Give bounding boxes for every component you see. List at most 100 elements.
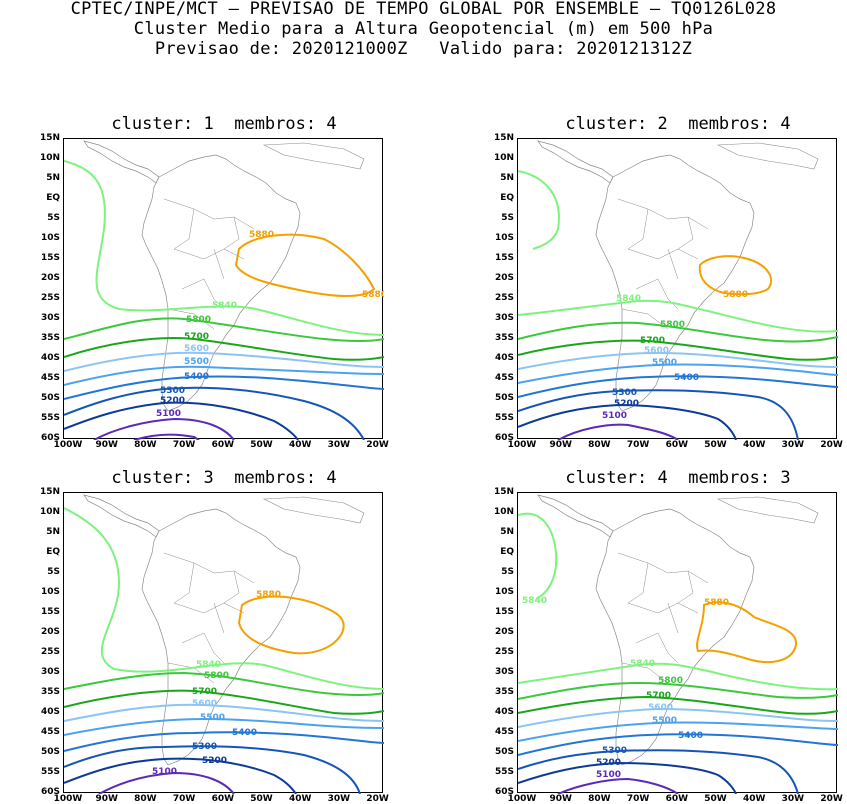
contour-label-5200: 5200 bbox=[202, 756, 227, 766]
lon-tick-label: 30W bbox=[781, 794, 805, 804]
coastline-layer bbox=[83, 494, 365, 766]
coastline-layer bbox=[537, 140, 819, 412]
country-border bbox=[223, 570, 240, 604]
central-america-coastline bbox=[537, 494, 614, 538]
contour-line-5880 bbox=[698, 255, 773, 296]
contour-label-5700: 5700 bbox=[192, 687, 217, 697]
lat-tick-label: 50S bbox=[494, 747, 514, 757]
contour-label-5600: 5600 bbox=[648, 703, 673, 713]
contour-label-5700: 5700 bbox=[640, 336, 665, 346]
header-title-line-2: Cluster Medio para a Altura Geopotencial… bbox=[133, 19, 714, 39]
lat-tick-label: 5S bbox=[501, 567, 514, 577]
contour-line-5840 bbox=[64, 507, 384, 690]
lon-tick-label: 80W bbox=[134, 440, 157, 450]
lat-tick-label: 55S bbox=[494, 413, 514, 423]
country-border bbox=[617, 552, 709, 584]
country-border bbox=[181, 278, 225, 310]
contour-label-5600: 5600 bbox=[184, 344, 209, 354]
lon-tick-label: 20W bbox=[820, 440, 843, 450]
contour-line-5300 bbox=[518, 389, 799, 440]
country-border bbox=[635, 632, 679, 664]
lon-tick-label: 80W bbox=[588, 440, 611, 450]
contour-layer bbox=[64, 507, 384, 794]
lat-tick-label: 60S bbox=[494, 787, 514, 797]
lon-tick-label: 70W bbox=[626, 440, 650, 450]
country-border bbox=[635, 278, 679, 310]
contour-label-5800: 5800 bbox=[204, 671, 229, 681]
lat-tick-label: EQ bbox=[500, 547, 514, 557]
caribbean-coastline bbox=[716, 142, 819, 170]
lat-tick-label: 30S bbox=[494, 667, 514, 677]
contour-label-5300: 5300 bbox=[192, 742, 217, 752]
lat-tick-label: 20S bbox=[494, 627, 514, 637]
country-border bbox=[621, 662, 669, 684]
south-america-coastline bbox=[595, 508, 755, 766]
central-america-coastline bbox=[83, 140, 160, 184]
lat-tick-label: 35S bbox=[494, 333, 514, 343]
coastline-layer bbox=[83, 140, 365, 412]
lat-tick-label: 40S bbox=[40, 707, 60, 717]
header-title-line-1: CPTEC/INPE/MCT – PREVISAO DE TEMPO GLOBA… bbox=[70, 0, 777, 19]
map-panel-cluster-2: 5880 5840 5800 5700 5600 5500 5400 5300 5200 5100 bbox=[517, 138, 838, 440]
contour-label-5300: 5300 bbox=[612, 388, 637, 398]
lon-tick-label: 80W bbox=[134, 794, 157, 804]
contour-label-5840: 5840 bbox=[616, 294, 641, 304]
lon-tick-label: 100W bbox=[507, 794, 537, 804]
contour-label-5200: 5200 bbox=[160, 396, 185, 406]
lat-tick-label: 60S bbox=[40, 433, 60, 443]
panel-1-title: cluster: 1 membros: 4 bbox=[111, 114, 337, 134]
lat-tick-label: 5N bbox=[500, 173, 514, 183]
country-border bbox=[167, 308, 215, 330]
lat-tick-label: 5N bbox=[500, 527, 514, 537]
contour-line-5800 bbox=[64, 317, 384, 342]
lat-tick-label: 10N bbox=[493, 507, 514, 517]
contour-line-5100 bbox=[557, 777, 679, 794]
contour-line-5400 bbox=[518, 375, 838, 398]
lon-tick-label: 30W bbox=[327, 794, 351, 804]
contour-line-5400 bbox=[64, 375, 384, 400]
contour-label-5800: 5800 bbox=[658, 676, 683, 686]
contour-label-5880: 5880 bbox=[256, 590, 281, 600]
contour-label-5100: 5100 bbox=[152, 767, 177, 777]
lon-tick-label: 70W bbox=[172, 440, 196, 450]
lat-tick-label: 5S bbox=[47, 567, 60, 577]
lat-tick-label: 50S bbox=[40, 393, 60, 403]
lat-tick-label: 45S bbox=[40, 373, 60, 383]
contour-label-5600: 5600 bbox=[644, 346, 669, 356]
country-border bbox=[627, 208, 649, 250]
lon-tick-label: 60W bbox=[665, 794, 689, 804]
contour-label-5500: 5500 bbox=[652, 716, 677, 726]
contour-line-5500 bbox=[64, 365, 384, 386]
contour-line-5200 bbox=[518, 403, 737, 440]
lon-tick-label: 50W bbox=[250, 794, 273, 804]
lon-tick-label: 60W bbox=[211, 440, 235, 450]
contour-line-5700 bbox=[518, 339, 838, 361]
country-border bbox=[621, 308, 669, 330]
contour-line-5700 bbox=[64, 689, 384, 715]
contour-line-5100 bbox=[93, 417, 235, 440]
lat-tick-label: 15N bbox=[493, 133, 514, 143]
contour-line-5500 bbox=[518, 363, 838, 384]
lat-tick-label: 55S bbox=[40, 413, 60, 423]
lat-tick-label: 5S bbox=[501, 213, 514, 223]
lat-tick-label: 35S bbox=[494, 687, 514, 697]
lat-tick-label: 25S bbox=[494, 647, 514, 657]
lon-tick-label: 90W bbox=[549, 794, 572, 804]
contour-line-5840 bbox=[64, 160, 384, 336]
lat-tick-label: 25S bbox=[40, 293, 60, 303]
lat-tick-label: 20S bbox=[40, 627, 60, 637]
country-border bbox=[173, 208, 195, 250]
contour-line-5400 bbox=[64, 731, 384, 752]
lon-tick-label: 60W bbox=[665, 440, 689, 450]
country-border bbox=[627, 248, 699, 260]
contour-label-5300: 5300 bbox=[160, 386, 185, 396]
lat-tick-label: 60S bbox=[494, 433, 514, 443]
lat-tick-label: 40S bbox=[40, 353, 60, 363]
lat-tick-label: 45S bbox=[494, 373, 514, 383]
lon-tick-label: 70W bbox=[172, 794, 196, 804]
lat-tick-label: 10S bbox=[40, 233, 60, 243]
